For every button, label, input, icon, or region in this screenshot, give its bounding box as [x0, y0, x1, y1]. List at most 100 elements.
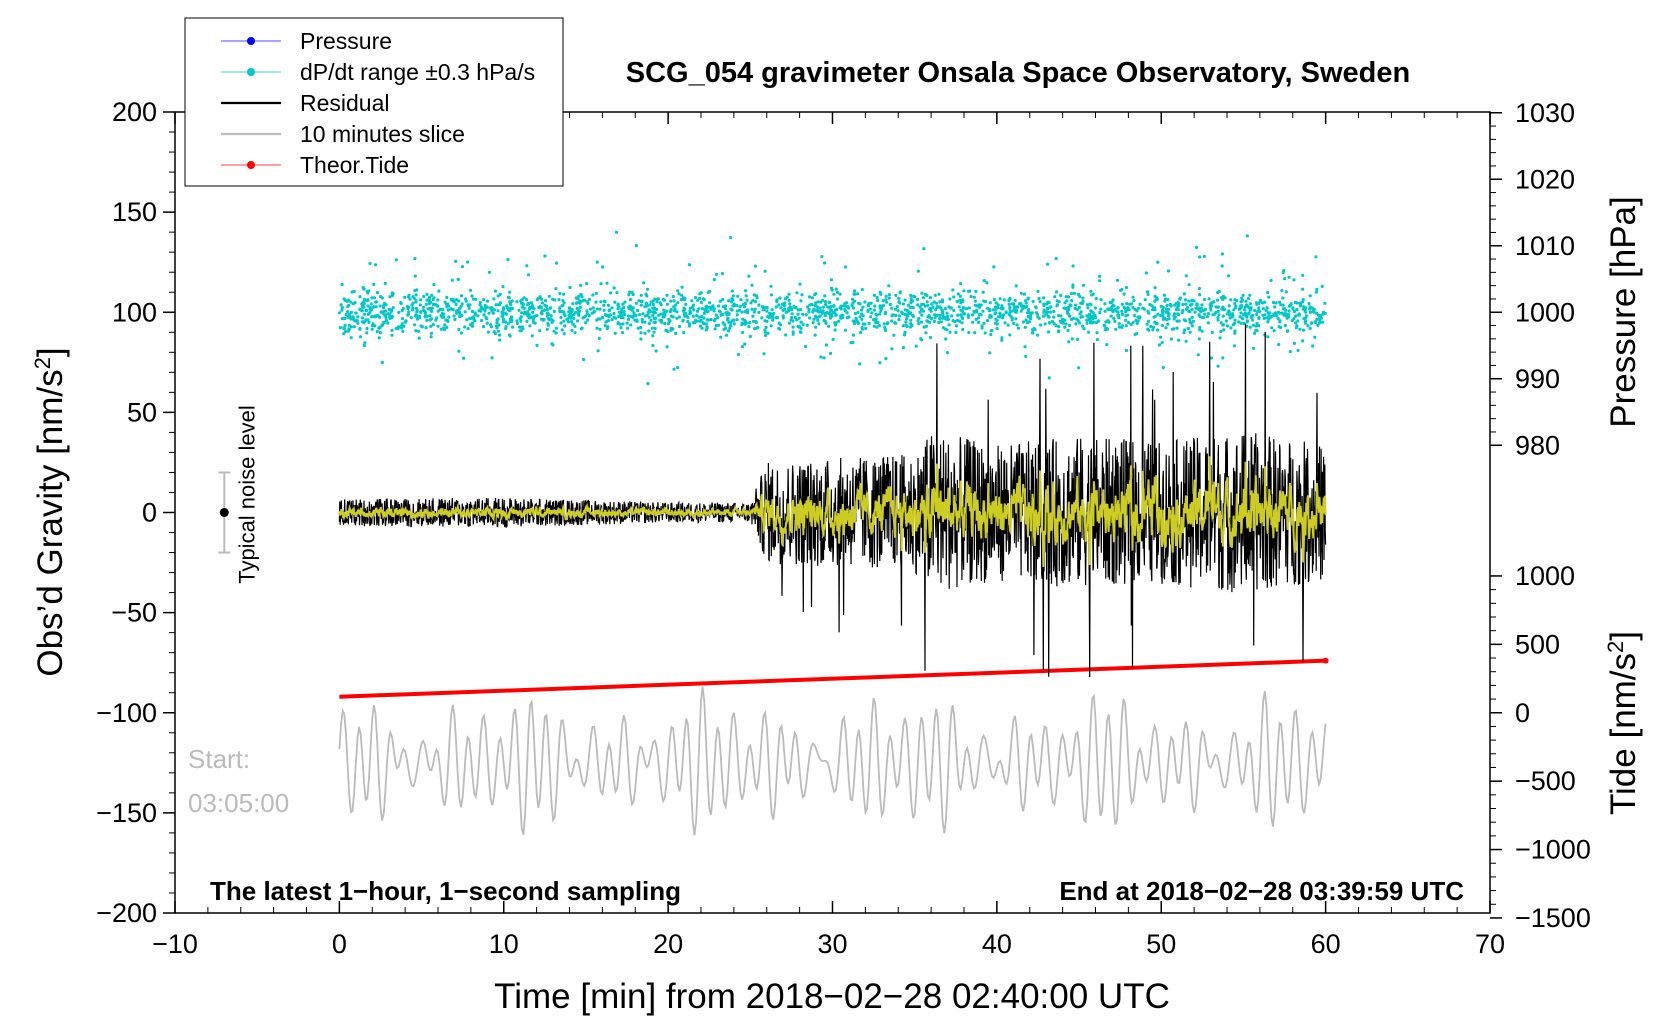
dpdt-point [592, 309, 596, 313]
dpdt-point [850, 303, 854, 307]
dpdt-point [573, 331, 577, 335]
dpdt-point [897, 296, 901, 301]
dpdt-point [878, 312, 882, 316]
dpdt-point [1248, 302, 1252, 306]
dpdt-point [378, 330, 383, 335]
dpdt-point [1313, 335, 1317, 339]
dpdt-point [888, 302, 892, 307]
dpdt-point [469, 316, 473, 320]
dpdt-point [843, 328, 848, 332]
y-tick-label-left: 0 [142, 498, 157, 528]
dpdt-point [687, 263, 692, 267]
dpdt-point [901, 324, 905, 328]
dpdt-point [531, 318, 535, 322]
dpdt-point [608, 308, 612, 312]
dpdt-point [947, 323, 951, 327]
dpdt-point [1047, 301, 1051, 305]
dpdt-point [743, 302, 748, 306]
dpdt-point [607, 303, 611, 307]
dpdt-point [951, 319, 955, 323]
dpdt-point [872, 324, 876, 328]
dpdt-point [845, 316, 849, 320]
dpdt-point [450, 278, 454, 282]
dpdt-point [760, 305, 765, 309]
dpdt-point [465, 318, 469, 322]
dpdt-point [1065, 309, 1070, 313]
dpdt-point [347, 323, 351, 327]
dpdt-point [639, 303, 643, 307]
dpdt-point [1270, 326, 1274, 330]
dpdt-point [1245, 315, 1249, 319]
dpdt-point [1188, 317, 1192, 322]
dpdt-point [988, 351, 992, 355]
dpdt-point [619, 313, 624, 317]
dpdt-point [1016, 326, 1021, 330]
dpdt-point [946, 317, 950, 321]
dpdt-point [682, 307, 687, 311]
dpdt-point [735, 309, 740, 313]
dpdt-point [832, 311, 837, 315]
dpdt-point [508, 309, 512, 313]
dpdt-point [639, 293, 643, 297]
dpdt-point [771, 316, 775, 320]
dpdt-point [1145, 322, 1149, 326]
dpdt-point [1296, 319, 1300, 323]
dpdt-point [682, 331, 686, 335]
dpdt-point [811, 310, 815, 314]
dpdt-point [631, 306, 635, 310]
dpdt-point [856, 292, 860, 296]
dpdt-point [671, 327, 675, 331]
dpdt-point [1126, 320, 1130, 325]
dpdt-point [791, 325, 795, 329]
dpdt-point [1187, 309, 1191, 313]
dpdt-point [1269, 315, 1273, 319]
dpdt-point [1209, 356, 1214, 360]
dpdt-point [561, 310, 565, 314]
dpdt-point [457, 349, 461, 353]
dpdt-point [458, 306, 462, 310]
dpdt-point [1019, 291, 1023, 295]
dpdt-point [985, 281, 989, 285]
dpdt-point [1304, 316, 1308, 320]
dpdt-point [508, 334, 512, 338]
dpdt-point [1031, 299, 1035, 304]
dpdt-point [1000, 338, 1004, 342]
dpdt-point [1266, 290, 1270, 295]
dpdt-point [792, 305, 796, 309]
dpdt-point [490, 309, 494, 313]
dpdt-point [740, 321, 744, 325]
dpdt-point [587, 297, 591, 302]
dpdt-point [1240, 303, 1244, 308]
dpdt-point [1036, 333, 1040, 337]
dpdt-point [612, 315, 616, 319]
dpdt-point [954, 330, 958, 334]
dpdt-point [804, 313, 808, 317]
dpdt-point [1219, 329, 1223, 334]
dpdt-point [860, 312, 864, 316]
dpdt-point [890, 306, 894, 310]
dpdt-point [1031, 331, 1035, 335]
dpdt-point [735, 303, 739, 308]
dpdt-point [729, 235, 733, 240]
dpdt-point [995, 326, 999, 331]
dpdt-point [916, 269, 920, 273]
dpdt-point [927, 313, 931, 318]
dpdt-point [951, 288, 955, 292]
dpdt-point [790, 312, 794, 316]
dpdt-point [1295, 324, 1299, 328]
dpdt-point [1301, 339, 1305, 343]
dpdt-point [884, 294, 888, 298]
dpdt-point [921, 296, 926, 300]
dpdt-point [1074, 317, 1079, 321]
dpdt-point [873, 304, 877, 308]
dpdt-point [346, 310, 350, 314]
dpdt-point [555, 261, 559, 265]
dpdt-point [764, 325, 768, 329]
dpdt-point [480, 318, 484, 323]
dpdt-point [1283, 277, 1287, 281]
annotation-bottom-right: End at 2018−02−28 03:39:59 UTC [1059, 876, 1464, 906]
dpdt-point [1042, 303, 1046, 308]
pressure-tick-label: 1000 [1515, 297, 1575, 327]
dpdt-point [1057, 325, 1061, 329]
dpdt-point [435, 316, 439, 320]
